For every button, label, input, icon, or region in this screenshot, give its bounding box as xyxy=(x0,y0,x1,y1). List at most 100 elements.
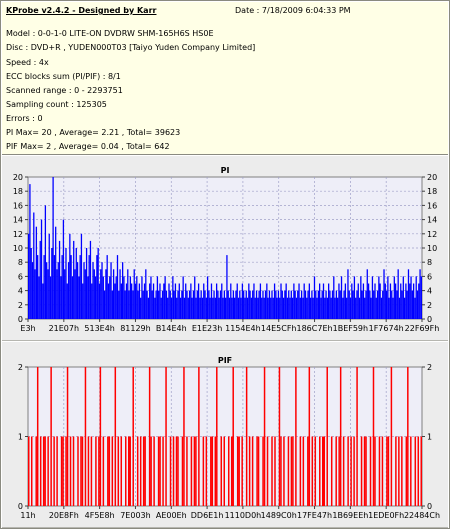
pi-bar xyxy=(191,297,193,319)
pi-bar xyxy=(383,269,385,319)
pi-bar xyxy=(118,290,120,319)
pi-bar xyxy=(325,290,327,319)
pi-bar xyxy=(393,276,395,319)
pi-bar xyxy=(199,297,201,319)
pif-xtick-label: 20E8Fh xyxy=(49,511,79,520)
pi-ytick-label: 20 xyxy=(13,173,23,182)
pif-bar xyxy=(28,436,30,506)
pi-bar xyxy=(145,269,147,319)
pi-bar xyxy=(261,297,263,319)
pif-bar xyxy=(374,436,376,506)
pif-bar xyxy=(326,367,328,506)
pi-bar xyxy=(29,184,31,319)
pi-bar xyxy=(288,290,290,319)
pi-bar xyxy=(232,290,235,319)
pi-bar xyxy=(357,283,359,319)
pif-bar xyxy=(238,436,240,506)
pif-bar xyxy=(193,436,196,506)
pif-bar xyxy=(386,436,388,506)
pif-bar xyxy=(153,436,155,506)
pi-bar xyxy=(419,269,421,319)
pi-bar xyxy=(62,219,65,319)
pi-bar xyxy=(328,283,330,319)
pi-bar xyxy=(80,233,83,319)
pi-bar xyxy=(351,283,353,319)
pi-bar xyxy=(412,283,415,319)
pi-bar xyxy=(119,269,121,319)
pi-ytick-label: 12 xyxy=(13,230,23,239)
pi-ytick-label-right: 12 xyxy=(427,230,437,239)
pi-bar xyxy=(61,255,63,319)
pif-bar xyxy=(87,436,90,506)
pi-bar xyxy=(407,269,410,319)
pi-bar xyxy=(106,255,108,319)
pi-bar xyxy=(420,276,422,319)
pi-bar xyxy=(227,290,229,319)
pi-bar xyxy=(281,290,283,319)
pi-ytick-label-right: 18 xyxy=(427,187,437,196)
pif-bar xyxy=(257,436,260,506)
pi-bar xyxy=(71,276,74,319)
pi-xtick-label: E3h xyxy=(20,324,35,333)
pi-bar xyxy=(74,269,76,319)
pi-bar xyxy=(275,290,277,319)
pif-bar xyxy=(132,367,134,506)
pi-bar xyxy=(297,290,299,319)
pi-bar xyxy=(197,283,200,319)
pif-bar xyxy=(232,367,234,506)
pif-bar xyxy=(339,367,342,506)
scan-date: Date : 7/18/2009 6:04:33 PM xyxy=(235,6,351,15)
pif-ytick-label: 0 xyxy=(18,502,23,511)
pi-xtick-label: 1154E4h xyxy=(225,324,261,333)
pi-bar xyxy=(374,283,376,319)
pi-ytick-label: 4 xyxy=(18,287,23,296)
pi-bar xyxy=(282,297,285,319)
pif-bar xyxy=(117,436,120,506)
pi-ytick-label-right: 4 xyxy=(427,287,432,296)
pi-bar xyxy=(53,255,56,319)
pi-bar xyxy=(271,290,273,319)
pi-ytick-label-right: 0 xyxy=(427,315,432,324)
pi-bar xyxy=(200,290,202,319)
pif-xtick-label: 11h xyxy=(20,511,35,520)
pi-bar xyxy=(205,297,207,319)
pi-bar xyxy=(152,283,155,319)
pi-xtick-label: 513E4h xyxy=(84,324,114,333)
pif-xtick-label: 4F5E8h xyxy=(85,511,115,520)
pi-bar xyxy=(48,233,50,319)
pif-bar xyxy=(292,436,294,506)
disc-line: Disc : DVD+R , YUDEN000T03 [Taiyo Yuden … xyxy=(6,43,256,52)
pi-bar xyxy=(246,297,249,319)
pi-bar xyxy=(183,297,186,319)
pi-bar xyxy=(172,276,174,319)
pi-bar xyxy=(33,212,35,319)
pi-bar xyxy=(35,226,38,319)
pif-bar xyxy=(211,436,214,506)
pif-bar xyxy=(62,436,64,506)
pif-bar xyxy=(50,367,52,506)
pi-ytick-label-right: 10 xyxy=(427,244,437,253)
pif-bar xyxy=(342,436,345,506)
pi-bar xyxy=(103,290,106,319)
pif-bar xyxy=(319,436,321,506)
pif-bar xyxy=(175,436,178,506)
pi-bar xyxy=(121,262,124,319)
pif-chart: PIF 0 0 1 1 2 2 11h 20E8Fh 4F5E8h 7E003h AE00Eh DD6E… xyxy=(18,356,440,520)
pi-bar xyxy=(67,262,70,319)
pif-bar xyxy=(202,436,205,506)
pif-bar xyxy=(381,436,384,506)
pi-bar xyxy=(56,269,58,319)
pif-bar xyxy=(322,436,324,506)
pi-bar xyxy=(349,297,352,319)
pi-bar xyxy=(170,297,173,319)
pif-bar xyxy=(271,436,273,506)
pi-bar xyxy=(353,276,356,319)
pif-bar xyxy=(60,436,63,506)
pi-bar xyxy=(389,283,392,319)
pi-bar xyxy=(415,276,417,319)
pif-bar xyxy=(241,436,243,506)
pi-bar xyxy=(65,248,67,319)
pif-bar xyxy=(56,436,58,506)
pif-bar xyxy=(307,436,309,506)
